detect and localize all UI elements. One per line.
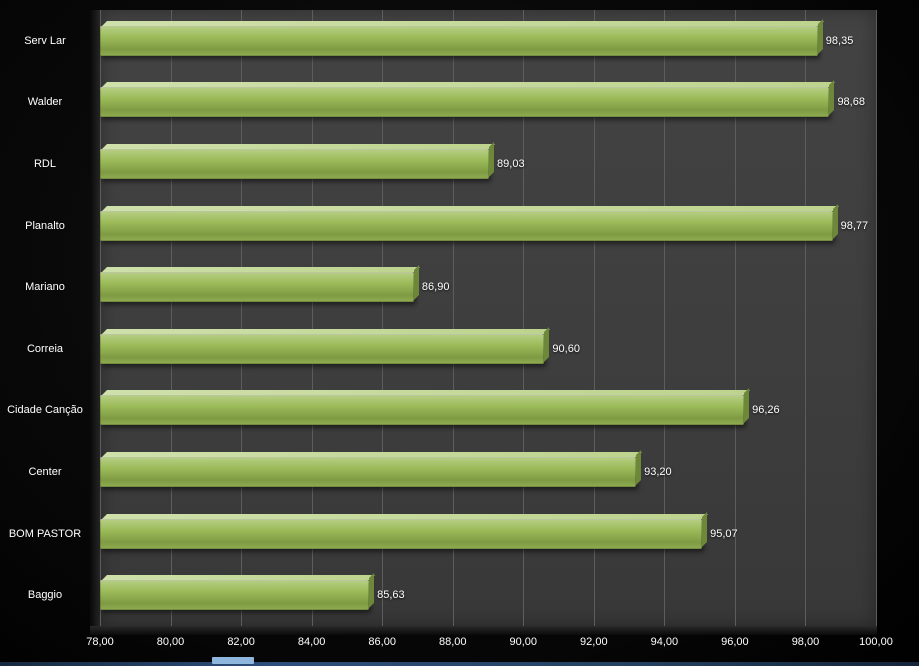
bar-value-label: 95,07 (710, 527, 738, 540)
bar-top-face (102, 144, 496, 149)
gridline (241, 10, 243, 626)
category-label: Mariano (25, 281, 65, 294)
bar (100, 450, 643, 487)
plot-area: 98,35 98,68 89,03 98,77 86,90 90,60 96,26 93,20… (100, 10, 877, 626)
x-tick-label: 98,00 (791, 636, 820, 648)
bar-top-face (102, 452, 643, 457)
bar-end-face (544, 326, 550, 362)
category-label: Planalto (25, 219, 65, 232)
bar-end-face (413, 265, 419, 301)
category-axis: Serv Lar Walder RDL Planalto Mariano Correia C… (0, 10, 90, 626)
category-label: Correia (26, 342, 64, 355)
bar-value-label: 89,03 (497, 158, 525, 170)
bar-top-face (102, 267, 420, 273)
category-label: Baggio (27, 589, 63, 602)
bar-end-face (744, 388, 750, 424)
bar (100, 265, 420, 303)
value-axis: 78,00 80,00 82,00 84,00 86,00 88,00 90,00 92,00… (86, 636, 893, 654)
x-tick-label: 92,00 (580, 636, 608, 648)
category-label: Serv Lar (24, 34, 66, 47)
bar-value-label: 98,68 (837, 96, 865, 109)
bar (100, 573, 376, 611)
bar-value-label: 86,90 (421, 281, 450, 294)
chart-3d-floor (90, 626, 877, 635)
bar-value-label: 85,63 (377, 589, 405, 602)
x-tick-label: 86,00 (368, 636, 396, 648)
category-label: Center (28, 466, 62, 478)
gridline (734, 10, 736, 626)
x-tick-label: 88,00 (438, 636, 467, 648)
x-tick-label: 96,00 (721, 636, 749, 648)
bar-value-label: 98,35 (825, 34, 854, 47)
bar-value-label: 93,20 (644, 466, 672, 478)
bar-top-face (102, 513, 709, 519)
gridline (664, 10, 666, 626)
bar-end-face (832, 203, 838, 239)
bar-value-label: 90,60 (552, 342, 580, 355)
category-label: BOM PASTOR (8, 527, 82, 540)
gridline (100, 10, 101, 626)
bar (100, 142, 496, 179)
bar-end-face (636, 450, 642, 485)
bar (100, 388, 751, 426)
window-bottom-edge (0, 662, 919, 666)
gridline (452, 10, 454, 626)
bar (100, 511, 709, 549)
category-label: Walder (27, 96, 63, 109)
bar-value-label: 96,26 (752, 404, 780, 417)
gridline (593, 10, 595, 626)
gridline (311, 10, 313, 626)
x-tick-label: 84,00 (297, 636, 326, 648)
gridline (523, 10, 525, 626)
bar-end-face (489, 142, 495, 177)
x-tick-label: 78,00 (86, 636, 114, 648)
x-tick-label: 80,00 (156, 636, 185, 648)
bar-end-face (369, 573, 375, 609)
bar (100, 326, 551, 364)
chart-3d-side-wall (90, 10, 100, 626)
bar-top-face (102, 575, 376, 581)
bar-end-face (829, 80, 835, 116)
bar-top-face (102, 82, 836, 88)
category-label: Cidade Canção (7, 404, 83, 417)
gridlines (100, 10, 877, 626)
x-tick-label: 82,00 (227, 636, 255, 648)
bar-top-face (102, 20, 824, 26)
x-tick-label: 90,00 (509, 636, 538, 648)
bar-end-face (702, 511, 708, 547)
gridline (876, 10, 877, 626)
x-tick-label: 94,00 (650, 636, 679, 648)
bar (100, 203, 839, 241)
bar-end-face (817, 18, 823, 54)
bar-top-face (102, 205, 839, 211)
x-tick-label: 100,00 (859, 636, 893, 648)
gridline (382, 10, 384, 626)
bar (100, 18, 824, 56)
bar (100, 80, 836, 118)
bar-top-face (102, 328, 551, 334)
bar-top-face (102, 390, 751, 396)
gridline (170, 10, 172, 626)
window-bottom-chip (212, 657, 254, 664)
gridline (805, 10, 807, 626)
category-label: RDL (33, 158, 56, 170)
bar-value-label: 98,77 (840, 219, 869, 232)
